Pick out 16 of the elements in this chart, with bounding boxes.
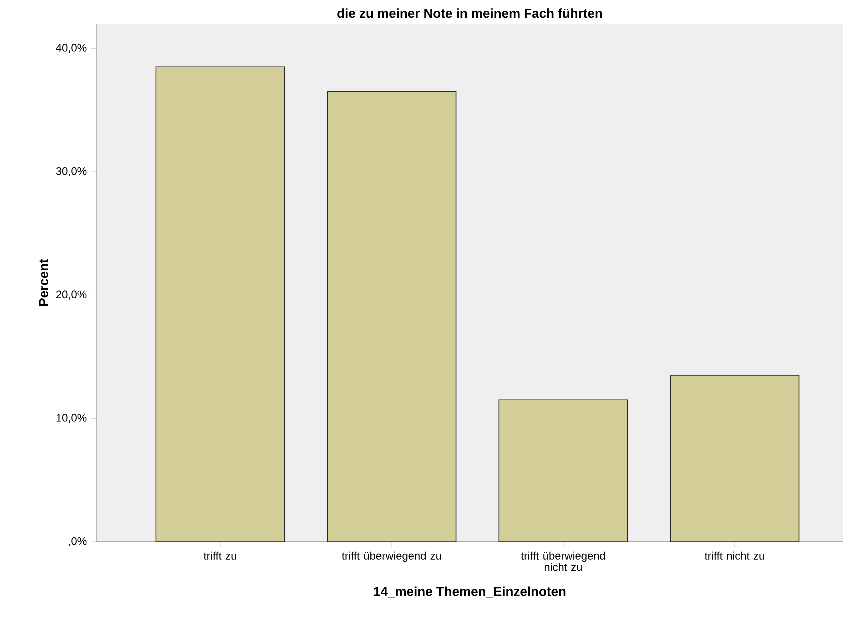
y-tick-label: ,0% <box>69 537 87 547</box>
x-tick-label: trifft nicht zu <box>704 552 764 560</box>
bar <box>327 91 457 542</box>
x-tick-label: trifft überwiegend zu <box>342 552 442 562</box>
x-tick-label: trifft zu <box>204 552 236 560</box>
y-tick-label: 10,0% <box>56 414 87 424</box>
y-tick-label: 20,0% <box>56 290 87 300</box>
x-axis-title: 14_meine Themen_Einzelnoten <box>374 586 566 598</box>
y-tick-label: 40,0% <box>56 44 87 54</box>
bar <box>498 400 628 542</box>
bar <box>156 66 286 542</box>
chart-title: die zu meiner Note in meinem Fach führten <box>338 8 602 18</box>
y-tick-label: 30,0% <box>56 167 87 177</box>
y-axis-title: Percent <box>39 259 48 306</box>
bar <box>670 375 800 542</box>
x-tick-label: trifft überwiegend nicht zu <box>521 552 606 572</box>
